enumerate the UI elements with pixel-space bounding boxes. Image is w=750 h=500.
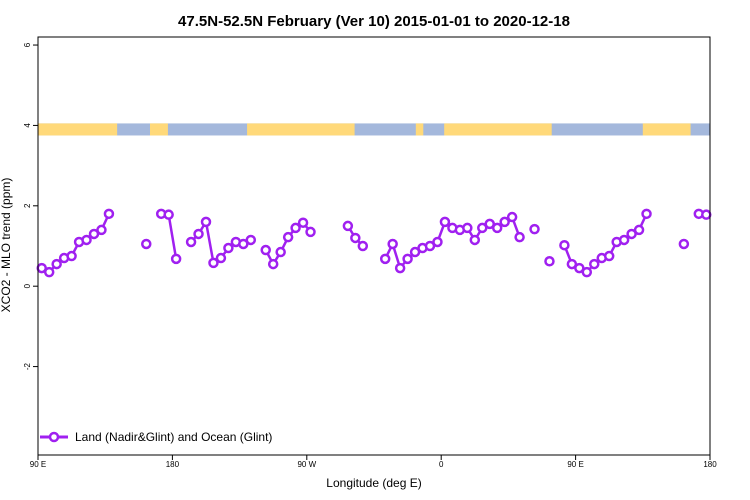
data-point [51, 258, 62, 270]
data-point [529, 223, 540, 235]
data-point [477, 222, 488, 234]
data-point [267, 258, 279, 270]
data-point [305, 226, 316, 238]
series-line-segment [264, 221, 312, 266]
strip-ocean [38, 123, 710, 136]
data-point [424, 240, 436, 252]
data-point [88, 228, 100, 240]
x-tick-label: 90 W [297, 460, 316, 469]
data-point [566, 258, 578, 270]
data-point [208, 257, 219, 269]
data-point [409, 246, 421, 258]
data-point [491, 222, 503, 234]
data-point [260, 244, 271, 256]
data-point [462, 222, 473, 234]
strip-land [444, 123, 552, 136]
strip-land [38, 123, 118, 136]
data-point [223, 242, 234, 254]
data-point [96, 224, 107, 236]
data-point [484, 218, 495, 230]
data-point [544, 256, 555, 267]
data-point [215, 252, 227, 264]
x-tick-label: 180 [166, 460, 180, 469]
legend-label: Land (Nadir&Glint) and Ocean (Glint) [75, 430, 272, 444]
data-point [357, 240, 369, 252]
y-tick-label: 0 [23, 283, 32, 288]
data-point [245, 234, 257, 246]
data-point [626, 228, 637, 240]
data-point [81, 234, 92, 246]
plot-frame [37, 36, 711, 456]
data-point [439, 216, 451, 228]
data-point [66, 250, 77, 262]
data-point [193, 228, 204, 240]
data-point [43, 266, 55, 278]
series-line-segment [161, 212, 178, 260]
data-point [678, 238, 690, 250]
x-axis: 90 E 180 90 W 0 90 E 180 [30, 455, 717, 469]
data-point [379, 253, 391, 265]
data-point [618, 234, 630, 246]
strip-land [247, 123, 355, 136]
data-point [342, 220, 354, 232]
y-tick-label: -2 [23, 362, 32, 370]
y-axis: -2 0 2 4 6 [23, 42, 38, 370]
data-point [163, 209, 174, 220]
y-axis-label: XCO2 - MLO trend (ppm) [0, 178, 13, 313]
strip-land [642, 123, 691, 136]
x-tick-label: 90 E [30, 460, 46, 469]
data-point [394, 262, 406, 274]
data-point [103, 208, 115, 220]
y-tick-label: 4 [23, 123, 32, 128]
data-point [506, 211, 518, 223]
data-point [574, 262, 585, 274]
data-point [275, 246, 286, 258]
legend-marker-swatch [48, 431, 60, 443]
data-point [499, 216, 510, 228]
data-point [589, 258, 600, 270]
data-point [641, 208, 652, 220]
surface-type-strip [38, 123, 710, 136]
data-point [297, 217, 309, 228]
x-axis-label: Longitude (deg E) [326, 476, 421, 490]
data-point [469, 234, 481, 246]
data-point [633, 224, 645, 236]
data-point [350, 232, 361, 244]
strip-land [150, 123, 168, 136]
data-point [141, 238, 152, 250]
data-point [701, 209, 712, 220]
data-point [559, 239, 570, 251]
data-point [387, 238, 398, 250]
legend: Land (Nadir&Glint) and Ocean (Glint) [40, 430, 272, 444]
y-tick-label: 6 [23, 42, 32, 47]
x-tick-label: 180 [703, 460, 717, 469]
strip-land [415, 123, 424, 136]
data-point [238, 238, 249, 250]
data-point [581, 266, 593, 278]
chart-title: 47.5N-52.5N February (Ver 10) 2015-01-01… [178, 13, 570, 30]
x-tick-label: 90 E [567, 460, 583, 469]
data-point [402, 253, 413, 265]
data-point [514, 231, 525, 243]
series-line-land-ocean [36, 208, 712, 278]
data-point [185, 236, 197, 248]
data-point [282, 231, 294, 243]
x-tick-label: 0 [439, 460, 444, 469]
data-point [290, 222, 301, 234]
data-point [432, 236, 443, 248]
data-point [603, 250, 615, 262]
data-point [170, 253, 182, 265]
data-point [200, 216, 212, 228]
y-tick-label: 2 [23, 203, 32, 208]
